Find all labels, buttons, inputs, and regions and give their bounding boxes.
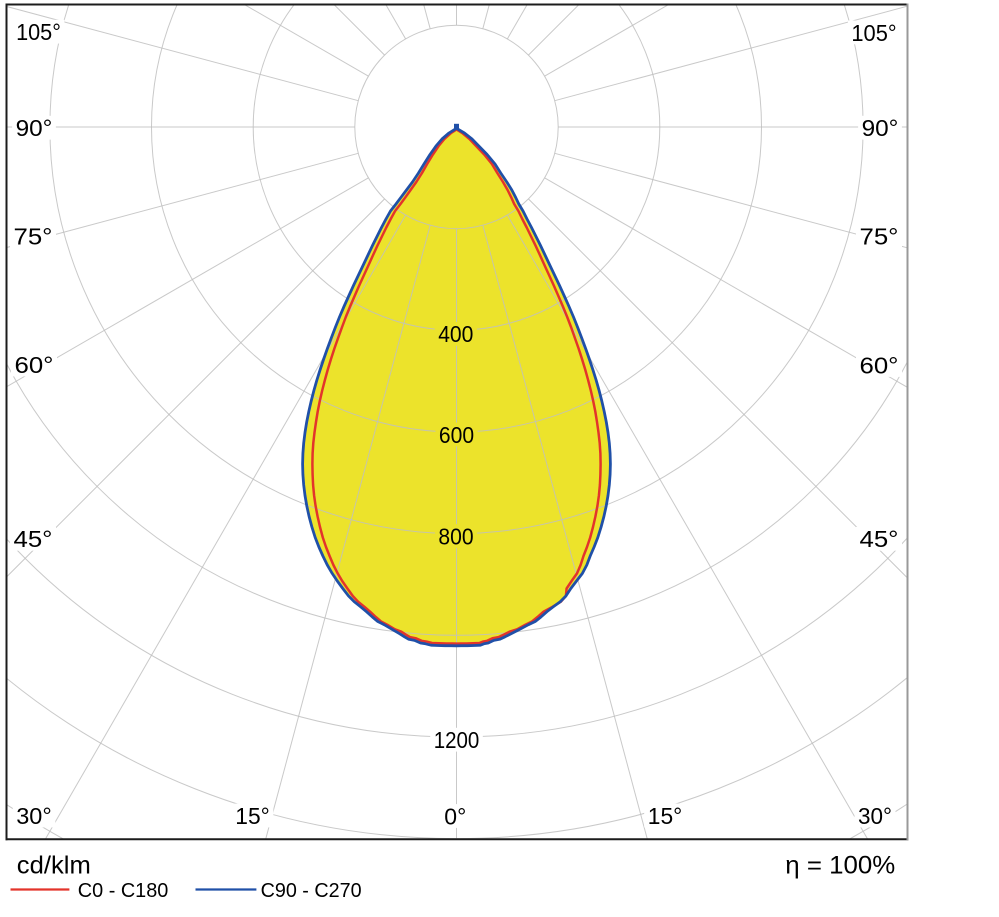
svg-text:η = 100%: η = 100%: [785, 851, 895, 879]
svg-text:600: 600: [439, 422, 474, 448]
svg-text:C90 - C270: C90 - C270: [261, 879, 362, 902]
svg-text:45°: 45°: [860, 526, 899, 552]
svg-text:45°: 45°: [14, 526, 53, 552]
svg-text:105°: 105°: [16, 19, 61, 45]
svg-text:30°: 30°: [16, 803, 51, 829]
svg-text:75°: 75°: [860, 223, 899, 249]
svg-text:60°: 60°: [15, 352, 54, 378]
svg-text:30°: 30°: [858, 803, 892, 829]
svg-text:90°: 90°: [16, 115, 53, 141]
svg-text:105°: 105°: [851, 20, 896, 46]
svg-text:60°: 60°: [860, 352, 899, 378]
svg-text:1200: 1200: [434, 727, 480, 753]
svg-text:C0 - C180: C0 - C180: [78, 879, 169, 902]
svg-text:800: 800: [438, 523, 473, 549]
svg-text:cd/klm: cd/klm: [17, 852, 91, 880]
svg-text:0°: 0°: [444, 803, 466, 829]
svg-text:75°: 75°: [14, 223, 53, 249]
svg-text:15°: 15°: [235, 803, 270, 829]
svg-text:90°: 90°: [862, 115, 899, 141]
svg-text:400: 400: [438, 321, 473, 347]
svg-text:15°: 15°: [648, 803, 683, 829]
